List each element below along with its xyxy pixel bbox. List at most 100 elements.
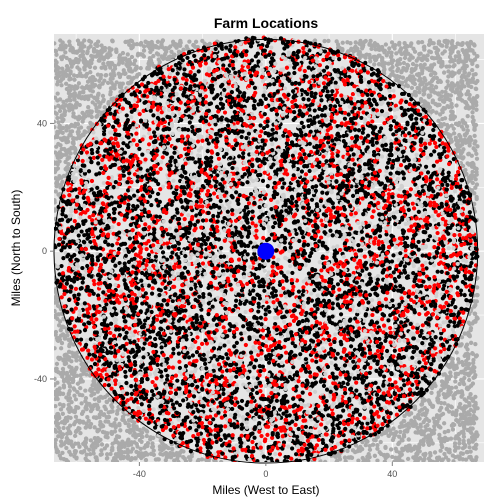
farm-point (95, 149, 100, 155)
farm-point (423, 306, 428, 311)
farm-point-outside (438, 436, 444, 441)
farm-point-outside (166, 454, 171, 459)
farm-point (207, 50, 212, 55)
farm-point-outside (452, 444, 458, 449)
farm-point-outside (430, 403, 436, 409)
farm-point-outside (399, 452, 404, 457)
farm-point-outside (381, 68, 387, 73)
farm-point-outside (114, 459, 120, 462)
farm-point-outside (427, 68, 432, 73)
farm-point-outside (448, 93, 454, 98)
farm-point-outside (126, 443, 131, 448)
farm-point-outside (371, 54, 376, 60)
farm-point-outside (457, 437, 462, 442)
farm-point-outside (126, 423, 131, 429)
farm-point-outside (133, 67, 138, 72)
farm-point-outside (86, 418, 91, 423)
farm-point-outside (58, 182, 64, 187)
farm-point-outside (450, 453, 455, 458)
farm-point-outside (470, 397, 476, 402)
farm-point-outside (428, 72, 434, 78)
farm-point-outside (465, 347, 470, 352)
farm-point-outside (58, 154, 64, 160)
farm-point-outside (118, 451, 123, 457)
farm-point-outside (441, 372, 446, 377)
farm-point-outside (126, 437, 131, 442)
farm-point-outside (58, 143, 63, 148)
farm-point-outside (322, 38, 327, 44)
farm-point-outside (83, 388, 88, 393)
farm-point-outside (175, 452, 180, 458)
farm-point-outside (88, 70, 93, 75)
farm-point-outside (98, 75, 103, 81)
farm-point (403, 126, 408, 131)
farm-point-outside (102, 64, 108, 70)
farm-point-outside (342, 455, 348, 460)
farm-point-outside (368, 59, 373, 64)
farm-point-outside (417, 52, 422, 57)
farm-point-outside (401, 418, 406, 424)
farm-point-outside (75, 129, 80, 135)
farm-point-outside (123, 39, 128, 45)
farm-point-outside (71, 73, 77, 78)
farm-point-outside (475, 64, 480, 69)
farm-point-outside (155, 39, 161, 44)
farm-point-outside (89, 405, 94, 411)
farm-point-outside (120, 56, 126, 61)
farm-point-outside (76, 41, 82, 47)
farm-point-outside (430, 77, 436, 82)
farm-point-outside (91, 451, 96, 456)
farm-point-outside (118, 428, 123, 433)
farm-point-outside (450, 109, 455, 115)
farm-point-outside (84, 452, 89, 457)
farm-point-outside (74, 428, 79, 434)
farm-point-outside (54, 404, 58, 409)
farm-point-outside (58, 355, 63, 361)
farm-point-outside (456, 445, 461, 450)
farm-point (132, 360, 138, 365)
farm-point-outside (416, 40, 421, 45)
farm-point-outside (91, 378, 96, 384)
farm-point-outside (77, 420, 82, 425)
farm-point-outside (128, 38, 133, 43)
farm-point-outside (134, 41, 140, 47)
farm-point-outside (399, 46, 404, 51)
farm-point-outside (117, 60, 122, 65)
farm-point-outside (467, 332, 472, 338)
farm-point-outside (427, 49, 432, 54)
farm-point-outside (460, 156, 465, 161)
farm-point (226, 85, 231, 90)
farm-point-outside (103, 73, 108, 78)
farm-point-outside (367, 55, 373, 61)
farm-point-outside (178, 43, 183, 48)
farm-point-outside (172, 458, 177, 462)
farm-point-outside (129, 46, 134, 51)
farm-point (135, 179, 140, 184)
farm-point-outside (360, 53, 365, 58)
farm-point-outside (54, 429, 59, 434)
farm-point-outside (355, 449, 360, 454)
farm-point-outside (156, 52, 161, 57)
farm-point-outside (219, 459, 224, 462)
farm-point-outside (67, 57, 72, 63)
farm-point (315, 293, 320, 298)
farm-point-outside (469, 84, 474, 90)
farm-point (313, 91, 318, 96)
farm-point-outside (137, 71, 142, 77)
farm-point-outside (427, 458, 433, 462)
farm-point-outside (402, 40, 407, 46)
farm-point-outside (112, 83, 117, 88)
farm-point-outside (459, 335, 465, 340)
farm-point-outside (432, 424, 437, 429)
farm-point-outside (463, 167, 468, 173)
farm-point-outside (105, 435, 110, 440)
farm-point-outside (67, 108, 72, 113)
farm-point-outside (473, 71, 478, 77)
farm-point-outside (70, 48, 76, 53)
farm-point (392, 348, 397, 353)
farm-point-outside (353, 44, 358, 49)
farm-point-outside (98, 409, 104, 414)
farm-point-outside (76, 81, 82, 86)
farm-point-outside (414, 72, 420, 77)
farm-point-outside (438, 43, 444, 48)
